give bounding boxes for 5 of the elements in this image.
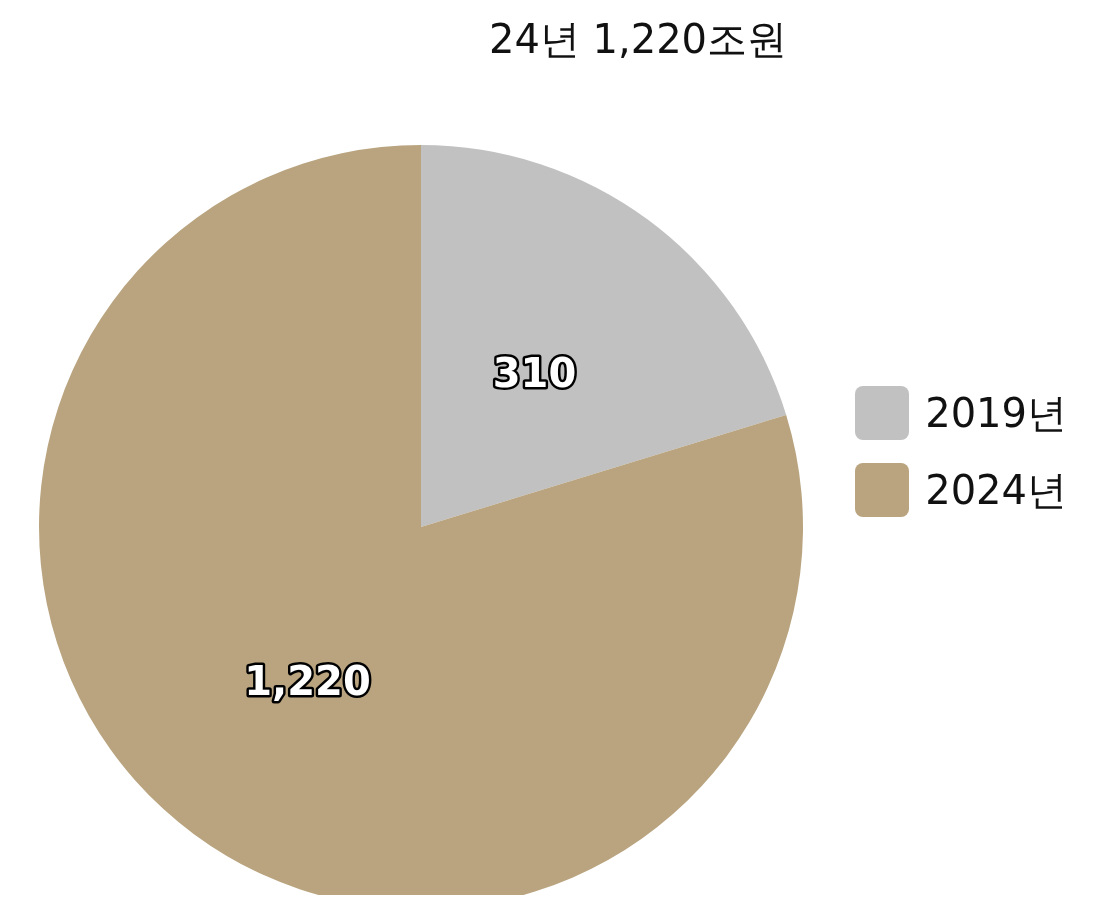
chart-title: 24년 1,220조원: [487, 15, 789, 64]
legend-label: 2024년: [925, 465, 1067, 515]
data-label: 1,220: [244, 657, 371, 704]
data-label: 310: [492, 350, 577, 397]
legend-label: 2019년: [925, 388, 1067, 438]
